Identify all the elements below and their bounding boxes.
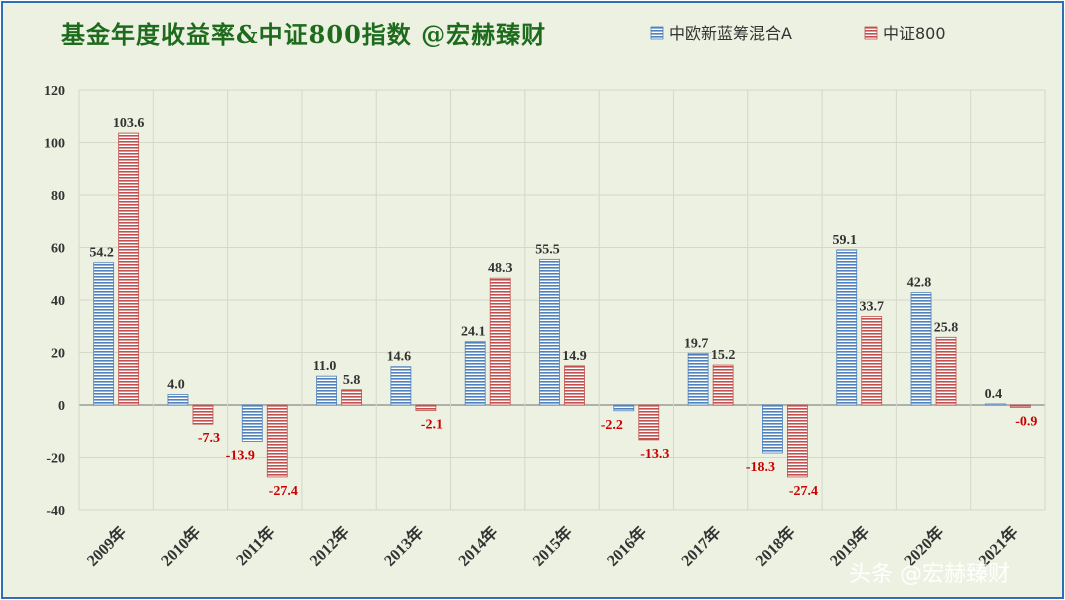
x-tick-label: 2017年 xyxy=(677,522,724,569)
x-tick-label: 2012年 xyxy=(306,522,353,569)
gridlines xyxy=(78,89,1046,511)
data-label-series-2: 15.2 xyxy=(711,348,736,363)
bar-series-1 xyxy=(390,366,412,406)
data-label-series-2: 5.8 xyxy=(343,373,361,388)
legend-swatch-series-1 xyxy=(650,26,664,40)
x-tick-label: 2014年 xyxy=(454,522,501,569)
bar-series-2 xyxy=(489,277,511,406)
bar-series-1 xyxy=(241,404,263,442)
bar-series-2 xyxy=(638,404,660,441)
data-label-series-1: 59.1 xyxy=(832,233,857,248)
data-label-series-1: 54.2 xyxy=(89,246,114,261)
y-tick-label: 20 xyxy=(51,347,65,362)
watermark: 头条 @宏赫臻财 xyxy=(849,562,1010,587)
bar-series-1 xyxy=(910,292,932,406)
y-axis: -40 -20 0 20 40 60 80 100 120 xyxy=(44,84,65,519)
data-label-series-1: -18.3 xyxy=(746,460,775,475)
x-tick-label: 2013年 xyxy=(380,522,427,569)
data-label-series-2: -13.3 xyxy=(640,447,669,462)
data-label-series-2: 48.3 xyxy=(488,261,513,276)
data-label-series-2: -27.4 xyxy=(789,484,818,499)
data-label-series-1: -13.9 xyxy=(226,448,255,463)
bar-series-2 xyxy=(787,404,808,478)
y-tick-label: 120 xyxy=(44,84,65,99)
x-tick-label: 2016年 xyxy=(603,522,650,569)
legend-swatch-series-2 xyxy=(864,26,878,40)
bar-series-1 xyxy=(539,258,560,406)
y-tick-label: 0 xyxy=(58,399,65,414)
bar-series-1 xyxy=(836,249,858,406)
bar-series-1 xyxy=(167,394,189,406)
y-tick-label: -40 xyxy=(46,504,65,519)
legend-label-series-1: 中欧新蓝筹混合A xyxy=(669,24,792,43)
bar-series-2 xyxy=(266,404,288,478)
bar-series-2 xyxy=(415,404,437,411)
data-label-series-2: 25.8 xyxy=(934,320,959,335)
bar-series-2 xyxy=(1009,404,1031,408)
bar-series-1 xyxy=(93,262,115,406)
data-label-series-2: 103.6 xyxy=(113,116,145,131)
bar-series-2 xyxy=(118,132,140,406)
y-tick-label: -20 xyxy=(46,452,65,467)
bar-series-2 xyxy=(192,404,214,425)
data-label-series-2: 33.7 xyxy=(859,300,884,315)
bar-series-1 xyxy=(687,352,709,406)
chart: 基金年度收益率&中证800指数 @宏赫臻财 中欧新蓝筹混合A 中证800 -40… xyxy=(44,20,1046,587)
bar-series-1 xyxy=(613,404,635,412)
data-label-series-1: 4.0 xyxy=(167,378,185,393)
bar-series-2 xyxy=(712,364,734,406)
data-label-series-2: -0.9 xyxy=(1015,414,1037,429)
bar-series-2 xyxy=(564,365,585,406)
legend: 中欧新蓝筹混合A 中证800 xyxy=(650,24,946,43)
data-label-series-1: 24.1 xyxy=(461,325,486,340)
bar-series-1 xyxy=(984,403,1006,406)
y-tick-label: 100 xyxy=(44,137,65,152)
x-tick-label: 2011年 xyxy=(232,522,279,569)
bar-series-1 xyxy=(316,375,337,406)
x-tick-label: 2009年 xyxy=(83,522,130,569)
bar-series-2 xyxy=(861,316,883,406)
data-labels: 54.2 4.0 -13.9 11.0 14.6 24.1 55.5 -2.2 19.7 -18.… xyxy=(89,116,1037,499)
y-tick-label: 80 xyxy=(51,189,65,204)
data-label-series-1: -2.2 xyxy=(601,418,623,433)
data-label-series-1: 42.8 xyxy=(907,276,932,291)
bar-series-1 xyxy=(762,404,783,454)
y-tick-label: 60 xyxy=(51,242,65,257)
data-label-series-2: 14.9 xyxy=(562,349,587,364)
data-label-series-1: 11.0 xyxy=(313,359,337,374)
data-label-series-1: 14.6 xyxy=(387,350,412,365)
y-tick-label: 40 xyxy=(51,294,65,309)
x-tick-label: 2010年 xyxy=(157,522,204,569)
x-tick-label: 2018年 xyxy=(751,522,798,569)
data-label-series-1: 0.4 xyxy=(985,387,1003,402)
bar-series-2 xyxy=(341,389,362,406)
bar-series-2 xyxy=(935,336,957,406)
data-label-series-1: 55.5 xyxy=(535,242,560,257)
data-label-series-2: -7.3 xyxy=(198,431,220,446)
bar-series-1 xyxy=(464,341,486,406)
bars xyxy=(93,132,1031,478)
data-label-series-2: -27.4 xyxy=(269,484,298,499)
data-label-series-1: 19.7 xyxy=(684,336,709,351)
chart-title: 基金年度收益率&中证800指数 @宏赫臻财 xyxy=(61,20,546,49)
x-tick-label: 2015年 xyxy=(528,522,575,569)
legend-label-series-2: 中证800 xyxy=(883,24,946,43)
data-label-series-2: -2.1 xyxy=(421,418,443,433)
